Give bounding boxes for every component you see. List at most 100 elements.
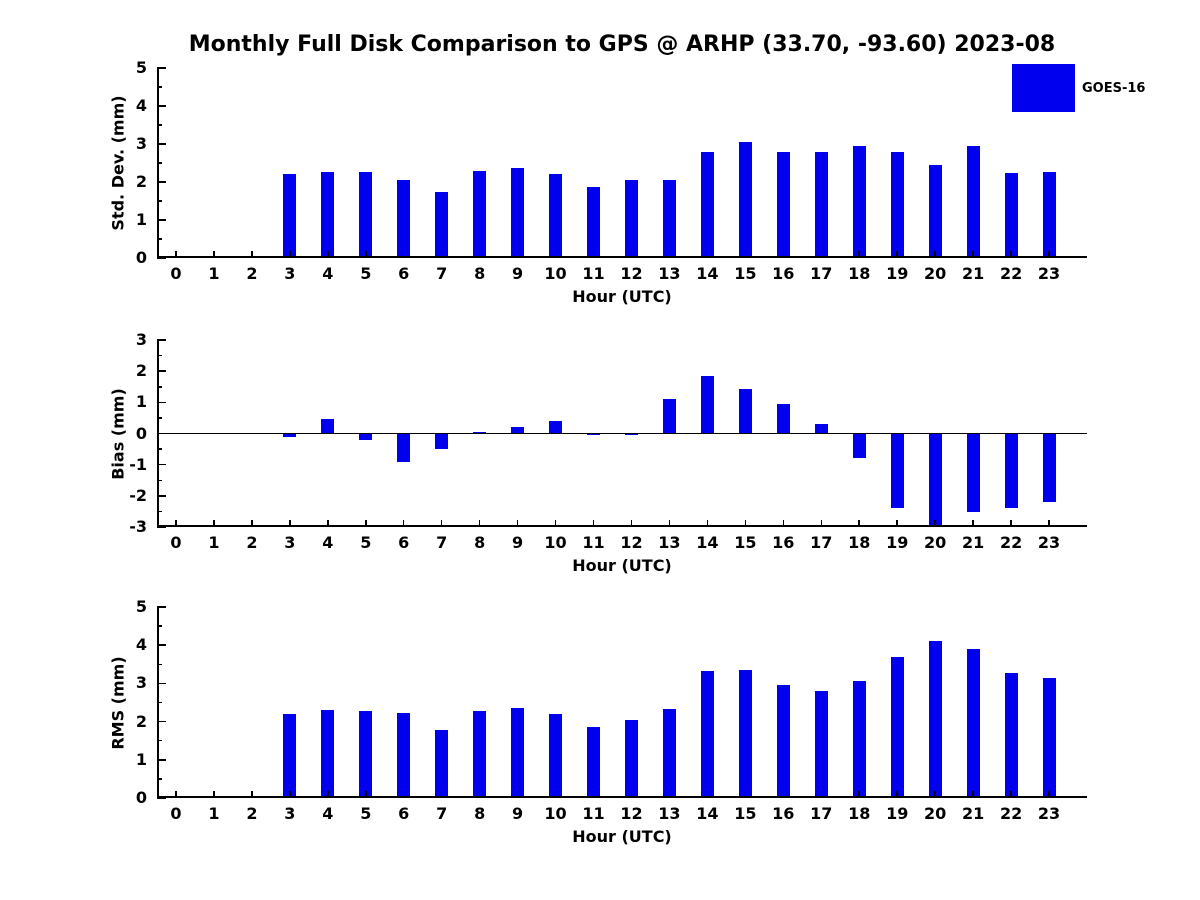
x-tick-label: 11 [582, 264, 605, 283]
x-tick [896, 520, 898, 527]
bar-hour-16 [776, 151, 790, 258]
x-tick-label: 15 [734, 264, 757, 283]
bar-hour-17 [814, 424, 828, 434]
bar-hour-19 [890, 151, 904, 258]
bar-hour-11 [587, 433, 601, 436]
y-major-tick [157, 401, 166, 404]
x-tick [592, 520, 595, 527]
y-tick-label: 3 [135, 330, 147, 349]
x-tick [327, 791, 329, 798]
x-tick-label: 0 [170, 264, 182, 283]
x-tick-label: 4 [322, 804, 334, 823]
bar-hour-4 [321, 419, 335, 434]
x-tick [478, 251, 481, 258]
y-tick-label: 3 [135, 134, 147, 153]
x-tick-label: 21 [961, 533, 985, 552]
y-minor-tick [157, 200, 162, 202]
bar-hour-9 [511, 707, 525, 798]
x-tick-label: 7 [436, 804, 448, 823]
bar-hour-4 [321, 171, 335, 258]
x-tick-label: 13 [658, 533, 681, 552]
x-tick-label: 12 [620, 804, 643, 823]
chart-bias: -3 -2 -1 0 1 2 3 0 1 2 3 4 5 6 7 8 9 10 11 12 13 14 15 16 17 18 19… [109, 332, 1087, 575]
y-tick-label: 5 [135, 597, 147, 616]
bar-hour-7 [435, 192, 449, 258]
x-tick-label: 10 [544, 264, 567, 283]
x-tick [402, 791, 405, 798]
x-tick [934, 251, 936, 258]
x-tick [289, 251, 291, 258]
y-minor-tick [157, 448, 162, 450]
x-tick-label: 1 [208, 804, 220, 823]
y-minor-tick [157, 778, 162, 780]
x-tick [1048, 520, 1050, 527]
y-tick-label: 2 [135, 361, 147, 381]
x-tick-label: 22 [999, 804, 1023, 823]
x-tick-label: 21 [961, 264, 985, 283]
y-major-tick [157, 339, 166, 341]
x-tick [782, 251, 785, 258]
x-tick [402, 251, 405, 258]
bar-hour-21 [966, 649, 980, 798]
x-tick-label: 23 [1037, 264, 1061, 283]
y-axis-title: RMS (mm) [108, 655, 128, 750]
x-tick [706, 251, 709, 258]
bar-hour-22 [1004, 433, 1018, 508]
x-tick-label: 16 [772, 804, 795, 823]
x-tick-label: 3 [284, 533, 296, 552]
y-major-tick [157, 720, 166, 723]
bar-hour-10 [549, 174, 563, 258]
x-tick-label: 5 [360, 264, 372, 283]
x-tick-label: 7 [436, 264, 448, 283]
bar-hour-17 [814, 691, 828, 798]
y-tick-label: 2 [135, 711, 147, 731]
bar-hour-18 [852, 681, 866, 798]
bar-hour-14 [700, 375, 714, 434]
bar-hour-22 [1004, 673, 1018, 798]
figure-title: Monthly Full Disk Comparison to GPS @ AR… [188, 32, 1056, 57]
x-tick-label: 19 [886, 804, 909, 823]
y-tick-label: 0 [135, 248, 147, 267]
x-tick [668, 520, 671, 527]
bar-hour-3 [283, 174, 297, 258]
chart-rms: 0 1 2 3 4 5 0 1 2 3 4 5 6 7 8 9 10 11 12 13 14 15 16 17 18 19 20 21… [109, 599, 1087, 846]
x-tick [440, 520, 443, 527]
bar-hour-9 [511, 168, 525, 258]
x-tick [858, 520, 860, 527]
bar-hour-5 [359, 171, 373, 258]
y-minor-tick [157, 625, 162, 627]
bar-hour-23 [1042, 678, 1056, 798]
x-tick-label: 7 [436, 533, 448, 552]
bar-hour-20 [928, 164, 942, 258]
x-tick-label: 11 [582, 533, 605, 552]
x-axis-title: Hour (UTC) [572, 827, 672, 846]
x-tick-label: 0 [170, 804, 182, 823]
x-tick [668, 251, 671, 258]
y-major-tick [157, 105, 166, 107]
x-tick-label: 8 [474, 533, 486, 552]
x-tick-label: 20 [924, 804, 947, 823]
y-major-tick [157, 759, 166, 761]
y-major-tick [157, 526, 166, 528]
y-axis-title: Std. Dev. (mm) [108, 95, 128, 231]
x-axis-line [157, 525, 1087, 527]
x-tick [668, 791, 671, 798]
y-major-tick [157, 67, 166, 69]
x-tick [972, 520, 974, 527]
x-tick [706, 520, 709, 527]
x-tick [365, 251, 367, 258]
bar-hour-6 [397, 180, 411, 258]
x-tick-label: 0 [170, 533, 182, 552]
y-tick-label: -1 [129, 454, 147, 474]
y-major-tick [157, 606, 166, 608]
x-tick-label: 13 [658, 264, 681, 283]
x-tick [213, 791, 215, 798]
y-minor-tick [157, 124, 162, 126]
x-tick-label: 14 [696, 264, 719, 283]
bar-hour-21 [966, 145, 980, 258]
bar-hour-3 [283, 713, 297, 798]
bar-hour-23 [1042, 433, 1056, 503]
x-tick-label: 22 [999, 264, 1023, 283]
bar-hour-10 [549, 421, 563, 434]
